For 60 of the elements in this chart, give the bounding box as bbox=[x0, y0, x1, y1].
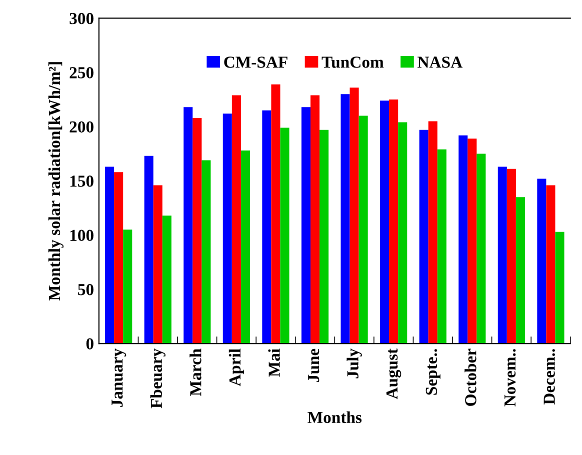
y-tick-label: 50 bbox=[78, 284, 94, 296]
bar bbox=[428, 121, 438, 344]
bar bbox=[301, 107, 310, 344]
bar bbox=[380, 100, 390, 344]
x-tick-label: Decem.. bbox=[544, 349, 555, 405]
bar bbox=[437, 149, 446, 344]
bar bbox=[320, 130, 329, 344]
x-tick-label: April bbox=[228, 348, 244, 386]
x-tick-label: October bbox=[464, 348, 476, 406]
bar bbox=[458, 135, 468, 344]
bar bbox=[280, 128, 290, 344]
y-tick-label: 0 bbox=[86, 338, 94, 350]
x-tick-label: Novem.. bbox=[504, 349, 516, 406]
x-tick-label: Septe.. bbox=[426, 349, 440, 395]
x-tick-label: Mai bbox=[268, 348, 280, 377]
bar bbox=[114, 172, 124, 344]
bar bbox=[389, 100, 398, 344]
bar bbox=[468, 138, 477, 344]
x-tick-label: August bbox=[386, 348, 402, 400]
y-tick-label: 300 bbox=[70, 12, 94, 24]
bar bbox=[506, 168, 516, 344]
bar bbox=[202, 160, 211, 344]
bar bbox=[123, 230, 132, 344]
bar bbox=[184, 107, 193, 344]
bar bbox=[398, 122, 408, 344]
legend-label: TunCom bbox=[322, 56, 384, 68]
bar bbox=[153, 185, 162, 344]
bar bbox=[419, 130, 428, 344]
y-tick-label: 200 bbox=[70, 121, 94, 133]
bar bbox=[105, 166, 114, 344]
y-tick-label: 150 bbox=[70, 176, 94, 187]
y-axis-title: Monthly solar radiation[kWh/m²] bbox=[48, 62, 64, 301]
bar bbox=[555, 232, 564, 344]
x-tick-label: June bbox=[308, 348, 320, 382]
bar bbox=[192, 118, 202, 344]
bar bbox=[498, 166, 507, 344]
bar bbox=[240, 150, 250, 344]
legend-label: NASA bbox=[418, 56, 462, 68]
bar bbox=[144, 156, 154, 344]
bar bbox=[232, 95, 241, 344]
x-tick-label: July bbox=[346, 348, 362, 378]
x-tick-label: March bbox=[190, 348, 202, 396]
bar bbox=[222, 114, 232, 344]
bar bbox=[162, 216, 172, 344]
bar bbox=[262, 110, 272, 344]
y-tick-label: 100 bbox=[70, 230, 94, 242]
bar bbox=[358, 116, 368, 344]
bar bbox=[340, 94, 350, 344]
bar bbox=[516, 197, 525, 344]
bar bbox=[476, 154, 486, 344]
bar bbox=[310, 95, 320, 344]
bar bbox=[271, 84, 280, 344]
bar bbox=[537, 178, 546, 344]
legend-label: CM-SAF bbox=[224, 56, 288, 68]
y-tick-label: 250 bbox=[70, 67, 94, 78]
x-axis-title: Months bbox=[308, 411, 362, 424]
x-tick-label: January bbox=[112, 348, 126, 407]
x-tick-label: Fbeuary bbox=[150, 348, 166, 408]
bar bbox=[350, 88, 359, 344]
bar bbox=[546, 185, 556, 344]
